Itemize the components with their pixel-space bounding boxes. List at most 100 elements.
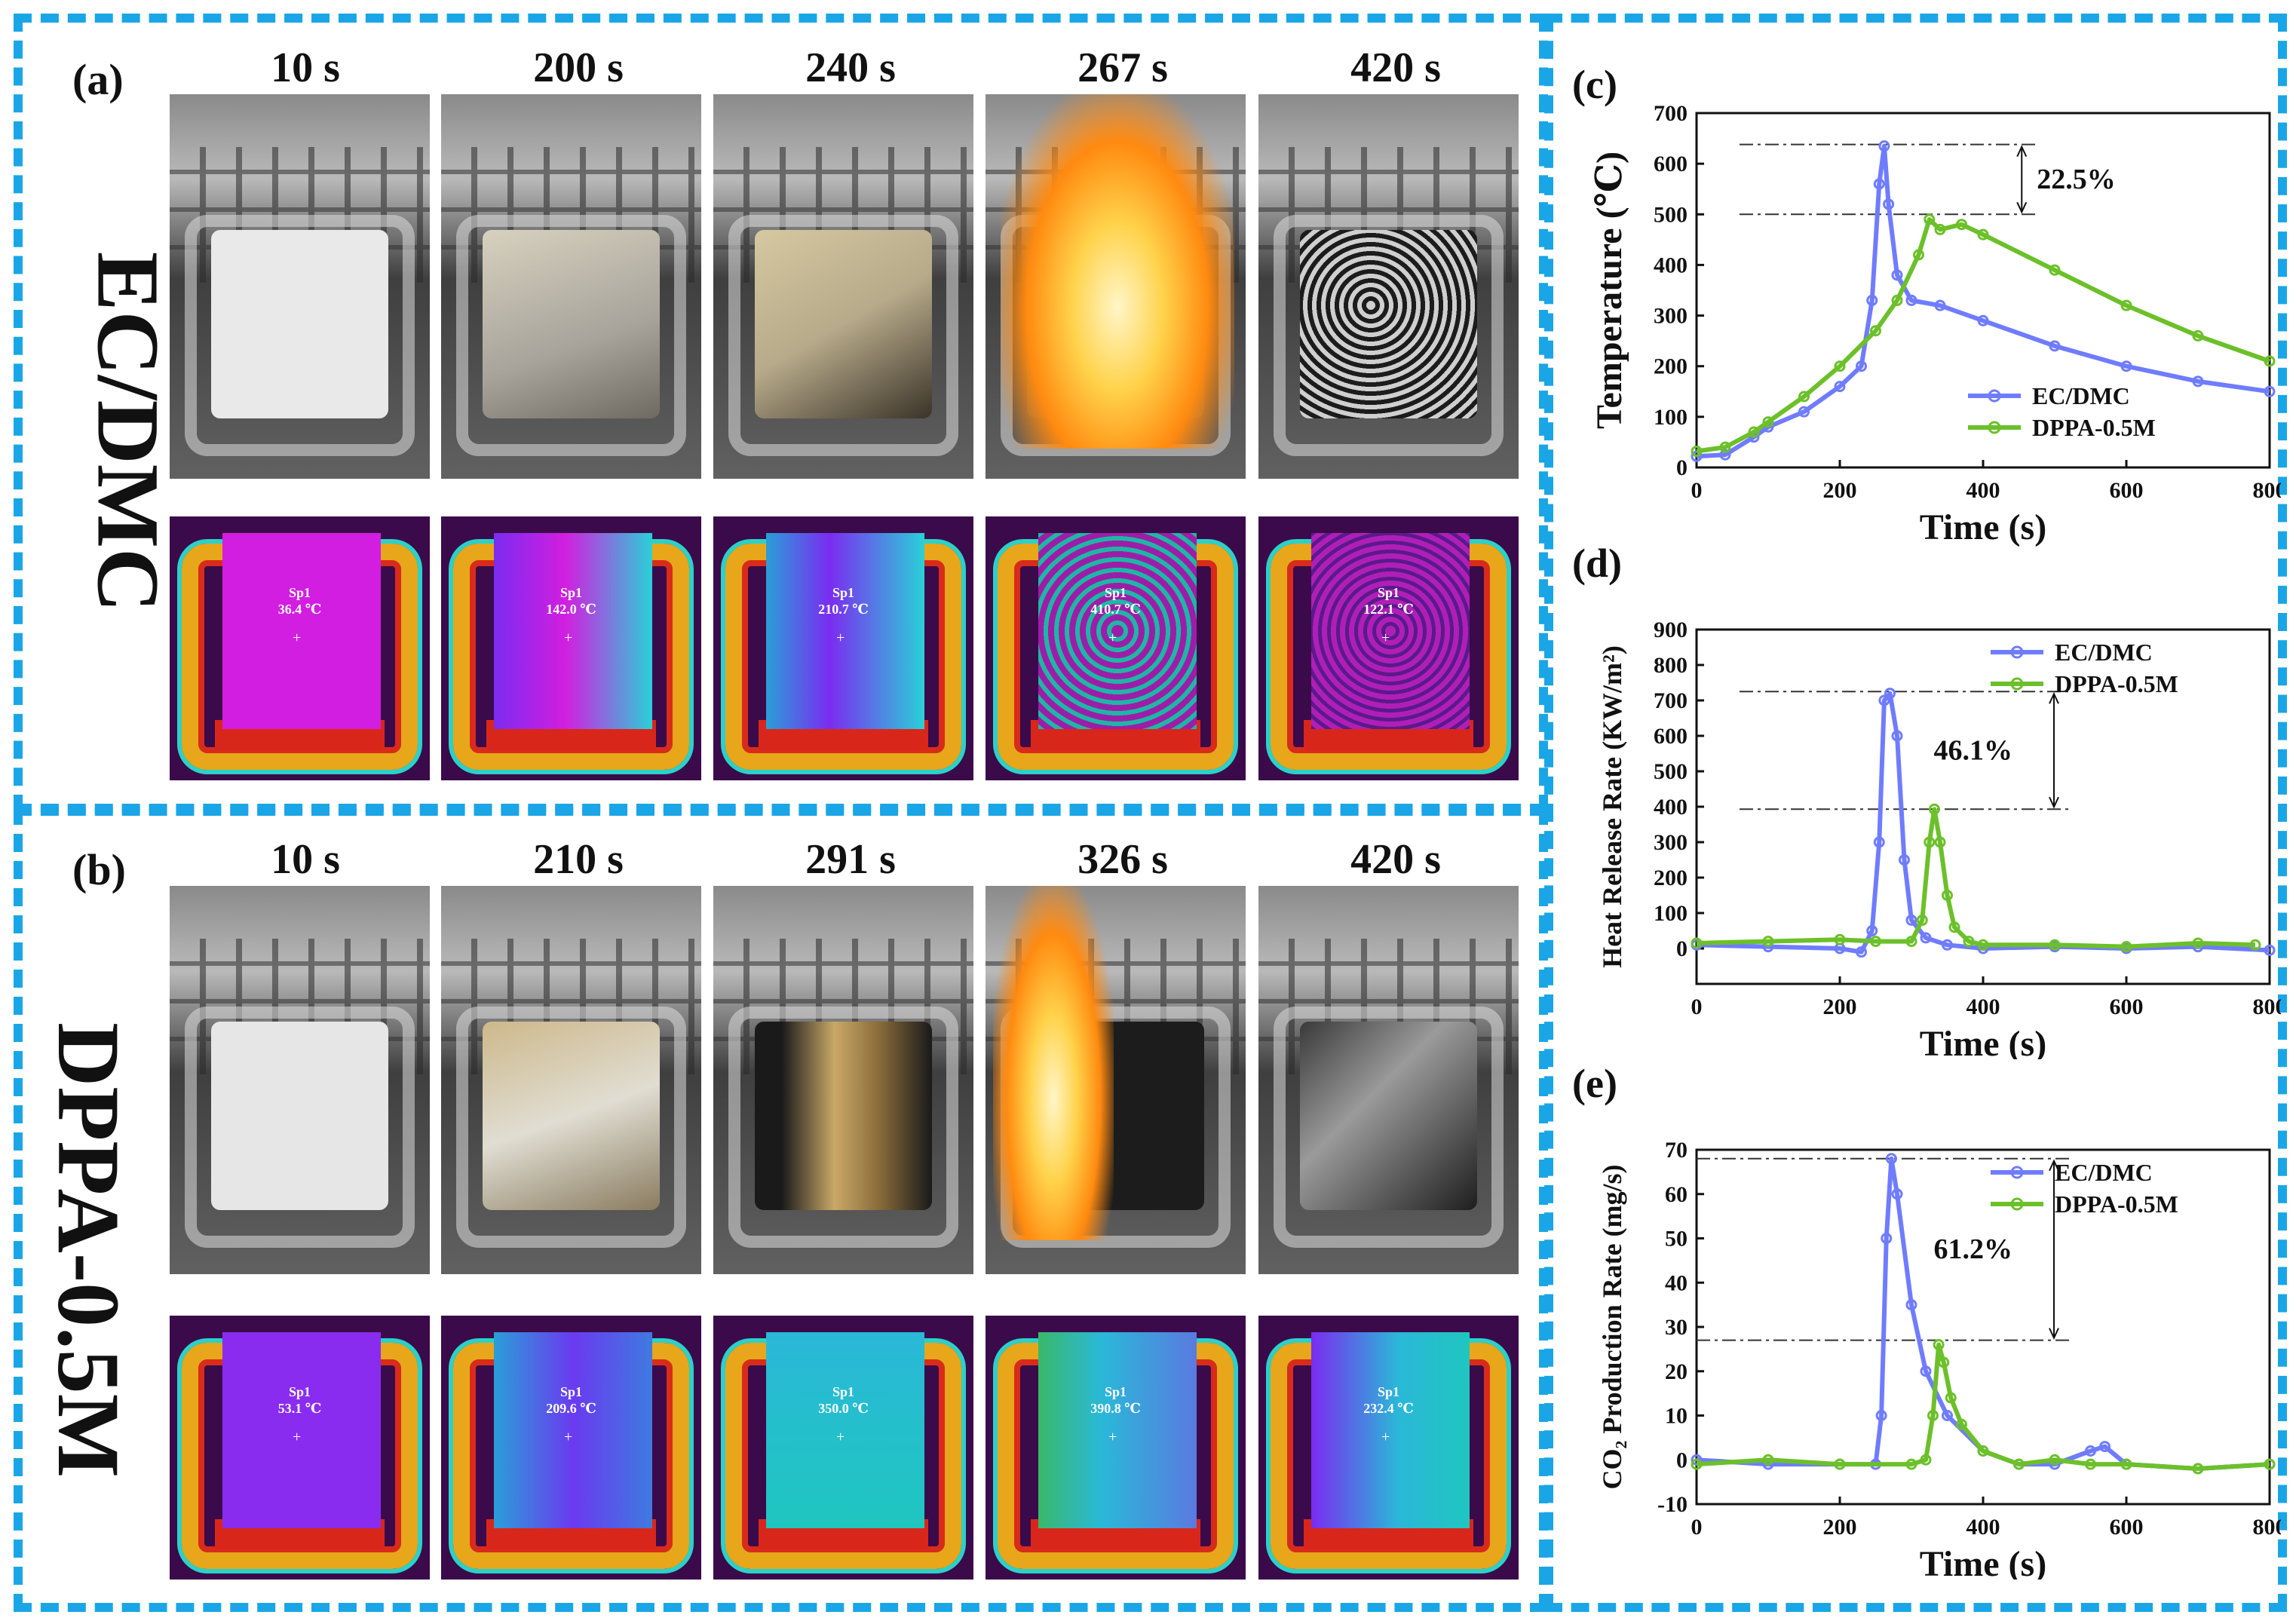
y-tick-label: 200 bbox=[1654, 866, 1688, 890]
data-point bbox=[2099, 1441, 2111, 1453]
data-point bbox=[1870, 325, 1881, 337]
data-point bbox=[1762, 416, 1774, 428]
data-point bbox=[2013, 1458, 2025, 1470]
data-point bbox=[1834, 360, 1846, 372]
data-point bbox=[1942, 939, 1953, 951]
legend-marker bbox=[2010, 1197, 2024, 1211]
data-point bbox=[1942, 890, 1953, 901]
data-point bbox=[1905, 936, 1917, 948]
data-point bbox=[1719, 449, 1731, 461]
data-point bbox=[1891, 294, 1903, 306]
legend-label: DPPA-0.5M bbox=[2055, 670, 2178, 697]
arrow-head-up bbox=[2016, 145, 2028, 158]
x-axis-label: Time (s) bbox=[1920, 507, 2046, 547]
data-point bbox=[1691, 937, 1703, 949]
y-tick-label: 600 bbox=[1654, 724, 1688, 749]
crosshair-icon: + bbox=[564, 630, 573, 646]
data-point bbox=[1691, 450, 1703, 462]
y-tick-label: 300 bbox=[1654, 304, 1688, 329]
chart-temperature: (c) 0 200 400 600 800 0 100 200 300 400 500 600 700 Ti… bbox=[1572, 62, 2281, 547]
y-tick-label: 200 bbox=[1654, 354, 1688, 379]
data-point bbox=[1873, 836, 1885, 848]
photo-a4 bbox=[986, 94, 1246, 479]
thermal-a5-spot: Sp1 bbox=[1377, 585, 1400, 600]
data-point bbox=[1878, 694, 1890, 706]
time-label-a3: 240 s bbox=[805, 44, 896, 91]
thermal-a2-spot: Sp1 bbox=[559, 585, 583, 600]
time-label-a5: 420 s bbox=[1350, 44, 1441, 91]
time-label-b2: 210 s bbox=[533, 836, 624, 883]
data-point bbox=[1856, 946, 1867, 958]
legend-label: DPPA-0.5M bbox=[2055, 1190, 2178, 1218]
time-label-b5: 420 s bbox=[1350, 836, 1441, 883]
crosshair-icon: + bbox=[1108, 1429, 1117, 1445]
x-tick-label: 800 bbox=[2253, 1515, 2282, 1540]
thermal-b1-temp: 53.1 ℃ bbox=[277, 1401, 322, 1416]
x-tick-label: 0 bbox=[1691, 994, 1703, 1019]
thermal-b4-spot: Sp1 bbox=[1104, 1384, 1127, 1399]
data-point bbox=[1885, 1153, 1897, 1165]
y-tick-label: 300 bbox=[1654, 830, 1688, 855]
crosshair-icon: + bbox=[836, 630, 845, 646]
y-tick-label: 70 bbox=[1665, 1138, 1688, 1163]
legend-marker bbox=[1988, 389, 2001, 403]
thermal-a3-spot: Sp1 bbox=[832, 585, 855, 600]
y-axis-label: Temperature (℃) bbox=[1589, 152, 1629, 429]
data-point bbox=[2120, 299, 2132, 311]
x-tick-label: 600 bbox=[2110, 994, 2144, 1019]
row-title-ec-dmc: EC/DMC bbox=[78, 251, 178, 613]
y-tick-label: 50 bbox=[1665, 1227, 1688, 1252]
y-tick-label: 600 bbox=[1654, 152, 1688, 176]
data-point bbox=[1942, 1410, 1953, 1421]
data-point bbox=[1881, 1233, 1893, 1244]
x-tick-label: 200 bbox=[1823, 994, 1857, 1019]
x-tick-label: 200 bbox=[1823, 478, 1857, 503]
y-tick-label: 700 bbox=[1654, 101, 1688, 126]
data-point bbox=[1762, 936, 1774, 948]
y-tick-label: 10 bbox=[1665, 1404, 1688, 1429]
reduction-annotation: 22.5% bbox=[2037, 164, 2116, 195]
data-point bbox=[2049, 340, 2061, 352]
thermal-a4-spot: Sp1 bbox=[1104, 585, 1127, 600]
thermal-b5-temp: 232.4 ℃ bbox=[1363, 1401, 1414, 1416]
thermal-b2: Sp1 209.6 ℃ + bbox=[441, 1316, 701, 1580]
legend-label: EC/DMC bbox=[2055, 639, 2153, 666]
y-tick-label: 700 bbox=[1654, 688, 1688, 713]
x-tick-label: 400 bbox=[1966, 994, 2000, 1019]
x-tick-label: 0 bbox=[1691, 478, 1703, 503]
thermal-a4: Sp1 410.7 ℃ + bbox=[986, 516, 1246, 780]
data-point bbox=[1934, 223, 1946, 235]
data-point bbox=[1934, 836, 1946, 848]
thermal-b4-temp: 390.8 ℃ bbox=[1090, 1401, 1141, 1416]
data-point bbox=[1933, 1339, 1945, 1350]
data-point bbox=[1870, 936, 1881, 948]
thermal-a1-spot: Sp1 bbox=[288, 585, 311, 600]
panel-cde-frame bbox=[1544, 14, 2287, 1612]
data-point bbox=[1899, 854, 1910, 866]
data-point bbox=[1905, 1299, 1917, 1311]
x-tick-label: 200 bbox=[1823, 1515, 1857, 1540]
thermal-a1-temp: 36.4 ℃ bbox=[277, 602, 322, 617]
data-point bbox=[1691, 1458, 1703, 1470]
chart-panel-label: (d) bbox=[1572, 541, 1622, 586]
data-point bbox=[1945, 1392, 1957, 1404]
thermal-b5: Sp1 232.4 ℃ + bbox=[1258, 1316, 1519, 1580]
series-line-dppa-0-5m bbox=[1696, 1342, 2270, 1471]
y-tick-label: 500 bbox=[1654, 759, 1688, 784]
legend-label: DPPA-0.5M bbox=[2032, 414, 2156, 441]
data-point bbox=[2264, 1458, 2276, 1470]
data-point bbox=[1891, 1188, 1903, 1200]
data-point bbox=[1934, 299, 1946, 311]
chart-panel-label: (e) bbox=[1572, 1061, 1617, 1106]
thermal-a5-temp: 122.1 ℃ bbox=[1363, 602, 1414, 617]
photo-b1 bbox=[170, 886, 430, 1274]
data-point bbox=[1916, 914, 1928, 926]
crosshair-icon: + bbox=[1381, 630, 1390, 646]
legend-marker bbox=[2010, 677, 2024, 691]
row-title-dppa: DPPA-0.5M bbox=[39, 1022, 139, 1478]
data-point bbox=[2120, 1458, 2132, 1470]
thermal-b3: Sp1 350.0 ℃ + bbox=[713, 1316, 973, 1580]
data-point bbox=[2264, 385, 2276, 397]
data-point bbox=[1905, 914, 1917, 926]
